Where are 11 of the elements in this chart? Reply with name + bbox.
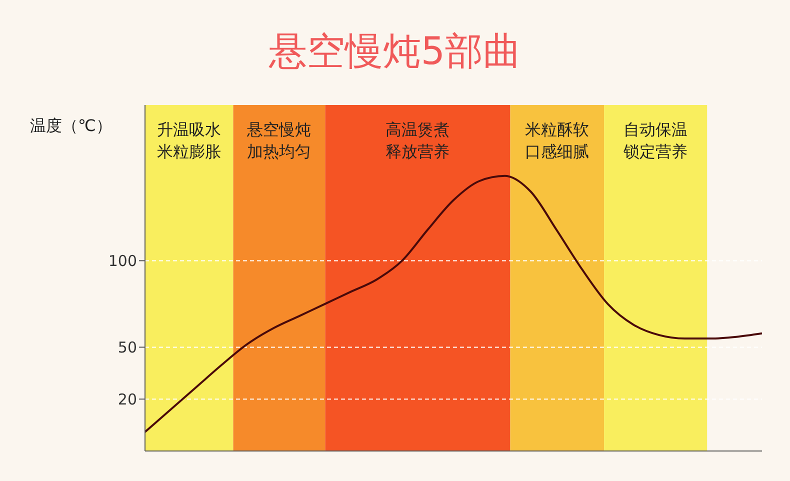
annotation: 悬空慢炖加热均匀 — [246, 120, 312, 161]
y-axis-title: 温度（℃） — [30, 116, 112, 137]
annotation: 自动保温锁定营养 — [622, 120, 688, 161]
y-tick-label: 50 — [118, 338, 137, 357]
y-tick-label: 20 — [118, 390, 137, 408]
annotation: 米粒酥软口感细腻 — [525, 120, 590, 161]
annotation: 升温吸水米粒膨胀 — [157, 120, 222, 161]
annotation: 高温煲煮释放营养 — [386, 120, 450, 161]
line-series — [145, 174, 762, 433]
y-tick-label: 100 — [108, 252, 137, 270]
chart-title: 悬空慢炖5部曲 — [268, 28, 522, 75]
